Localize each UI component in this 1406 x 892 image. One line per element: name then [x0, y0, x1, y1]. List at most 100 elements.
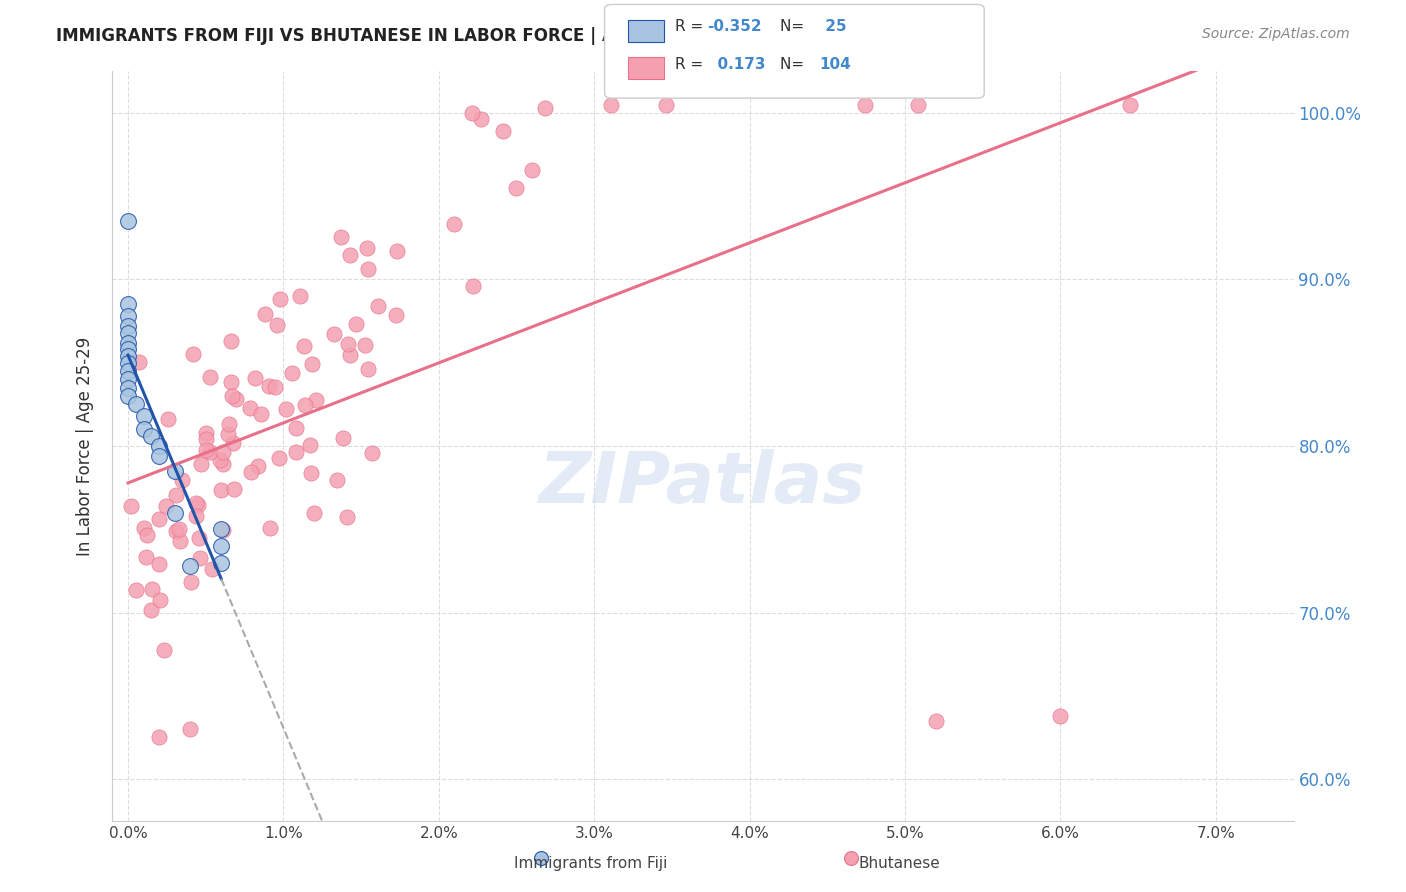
Point: [853, 97, 876, 112]
Point: [266, 318, 288, 333]
Point: [305, 392, 328, 407]
Point: [132, 409, 155, 423]
Point: [117, 214, 139, 228]
Point: [281, 366, 304, 380]
Point: [208, 452, 231, 467]
Point: [332, 431, 354, 445]
Text: 0.173: 0.173: [707, 57, 766, 71]
Text: N=: N=: [780, 20, 810, 34]
Point: [357, 262, 380, 277]
Point: [323, 326, 346, 341]
Point: [155, 499, 177, 513]
Point: [221, 389, 243, 403]
Point: [117, 326, 139, 340]
Point: [163, 464, 186, 478]
Point: [141, 429, 163, 443]
Y-axis label: In Labor Force | Age 25-29: In Labor Force | Age 25-29: [76, 336, 94, 556]
Point: [195, 432, 218, 446]
Point: [301, 357, 323, 371]
Point: [125, 397, 148, 411]
Point: [188, 531, 211, 545]
Point: [153, 643, 176, 657]
Point: [190, 457, 212, 471]
Point: [219, 375, 242, 389]
Point: [336, 510, 359, 524]
Point: [117, 335, 139, 350]
Point: [253, 307, 276, 321]
Point: [239, 401, 262, 415]
Point: [125, 582, 148, 597]
Point: [492, 124, 515, 138]
Point: [209, 556, 232, 570]
Point: [443, 217, 465, 231]
Point: [505, 181, 527, 195]
Point: [264, 380, 287, 394]
Text: Immigrants from Fiji: Immigrants from Fiji: [513, 856, 668, 871]
Text: 25: 25: [820, 20, 846, 34]
Point: [284, 421, 307, 435]
Point: [339, 248, 361, 262]
Point: [179, 722, 201, 736]
Point: [209, 522, 232, 536]
Point: [157, 412, 180, 426]
Point: [276, 401, 298, 416]
Point: [250, 407, 273, 421]
Text: -0.352: -0.352: [707, 20, 762, 34]
Point: [148, 449, 170, 463]
Text: Bhutanese: Bhutanese: [859, 856, 941, 871]
Point: [326, 473, 349, 487]
Point: [221, 334, 243, 348]
Point: [530, 851, 553, 865]
Point: [367, 299, 389, 313]
Point: [212, 523, 235, 537]
Point: [209, 539, 232, 553]
Point: [117, 381, 139, 395]
Point: [117, 297, 139, 311]
Point: [267, 451, 290, 466]
Point: [139, 603, 162, 617]
Point: [344, 317, 367, 331]
Point: [461, 279, 484, 293]
Point: [336, 336, 359, 351]
Point: [299, 438, 322, 452]
Text: R =: R =: [675, 20, 709, 34]
Point: [135, 549, 157, 564]
Point: [117, 356, 139, 370]
Point: [211, 445, 233, 459]
Point: [339, 348, 361, 362]
Point: [148, 557, 170, 571]
Point: [184, 496, 207, 510]
Point: [269, 292, 291, 306]
Point: [354, 337, 377, 351]
Point: [117, 349, 139, 363]
Point: [117, 309, 139, 323]
Point: [163, 506, 186, 520]
Point: [357, 362, 380, 376]
Point: [1049, 708, 1071, 723]
Point: [520, 162, 543, 177]
Point: [135, 528, 157, 542]
Point: [290, 289, 312, 303]
Point: [134, 521, 156, 535]
Text: ZIPatlas: ZIPatlas: [540, 449, 866, 518]
Point: [470, 112, 492, 127]
Point: [200, 445, 222, 459]
Point: [907, 97, 929, 112]
Point: [218, 417, 240, 431]
Point: [117, 319, 139, 334]
Text: IMMIGRANTS FROM FIJI VS BHUTANESE IN LABOR FORCE | AGE 25-29 CORRELATION CHART: IMMIGRANTS FROM FIJI VS BHUTANESE IN LAB…: [56, 27, 904, 45]
Point: [201, 561, 224, 575]
Point: [120, 499, 142, 513]
Point: [117, 343, 139, 357]
Point: [285, 445, 308, 459]
Point: [187, 498, 209, 512]
Point: [385, 244, 408, 258]
Point: [330, 229, 353, 244]
Point: [655, 97, 678, 112]
Point: [385, 309, 408, 323]
Point: [299, 467, 322, 481]
Point: [188, 551, 211, 566]
Point: [292, 339, 315, 353]
Point: [170, 473, 193, 487]
Point: [217, 427, 239, 442]
